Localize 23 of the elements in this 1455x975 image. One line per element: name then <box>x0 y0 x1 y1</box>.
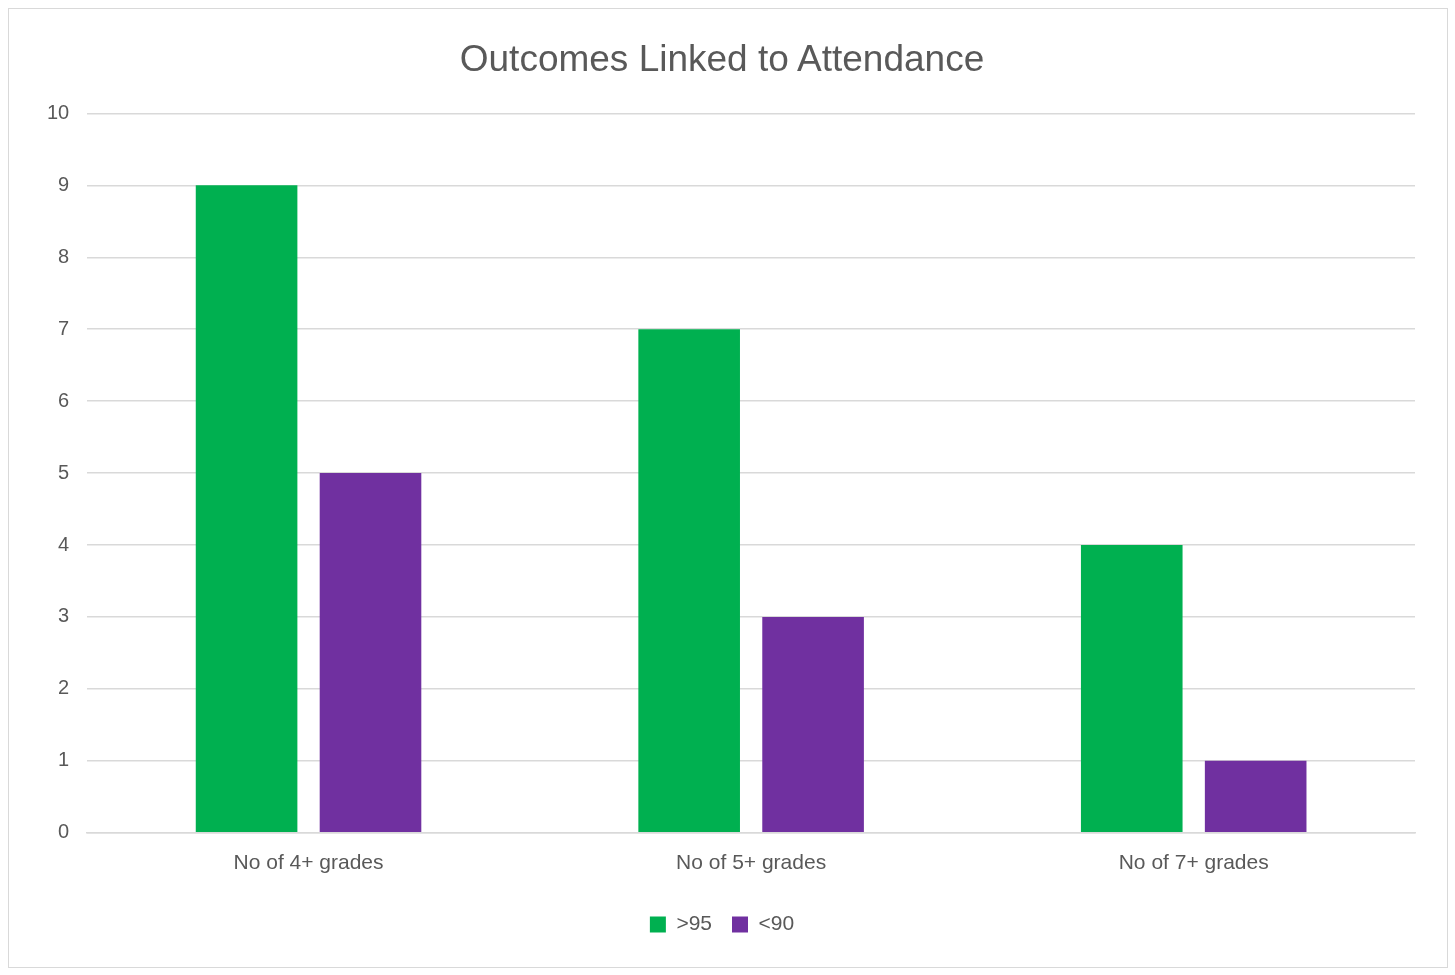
legend-label: >95 <box>676 911 712 935</box>
y-tick-label: 6 <box>58 388 70 411</box>
bar <box>195 185 298 833</box>
y-tick-label: 10 <box>47 100 70 123</box>
bar <box>319 473 422 833</box>
x-tick-label: No of 7+ grades <box>1118 850 1269 874</box>
bar <box>638 329 740 833</box>
y-tick-label: 4 <box>58 532 70 555</box>
bar <box>762 616 864 833</box>
y-tick-label: 1 <box>58 748 70 771</box>
y-tick-label: 3 <box>58 604 70 627</box>
y-tick-label: 5 <box>58 460 70 483</box>
bar <box>1204 760 1307 833</box>
legend-label: <90 <box>758 911 795 935</box>
bar <box>1080 545 1183 833</box>
y-tick-label: 2 <box>58 676 70 699</box>
x-tick-label: No of 5+ grades <box>676 850 827 874</box>
y-tick-label: 8 <box>58 244 70 267</box>
y-tick-label: 7 <box>58 316 70 339</box>
y-tick-label: 9 <box>58 172 70 195</box>
y-tick-label: 0 <box>58 820 70 843</box>
chart-title: Outcomes Linked to Attendance <box>459 38 985 80</box>
x-tick-label: No of 4+ grades <box>233 850 384 874</box>
